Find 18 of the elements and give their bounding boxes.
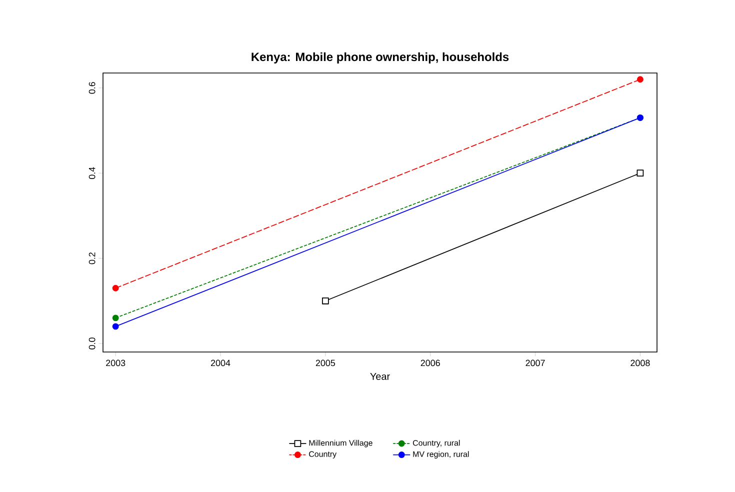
y-tick-label: 0.4 [88,167,96,179]
x-tick-label: 2008 [630,360,650,366]
point [322,297,329,304]
x-tick-label: 2006 [420,360,440,366]
y-tick-label: 0.0 [88,338,96,350]
point [112,323,119,330]
x-tick-label: 2005 [316,360,336,366]
x-axis-title: Year [370,372,390,380]
y-tick-label: 0.6 [88,82,96,94]
point [112,314,119,322]
point [112,284,119,292]
x-tick-label: 2007 [526,360,545,366]
y-tick-label: 0.2 [88,252,96,264]
chart-title: Kenya: Mobile phone ownership, households [252,52,509,64]
point [636,170,644,177]
point [636,76,644,83]
x-tick-label: 2004 [210,360,230,366]
x-tick-label: 2003 [106,360,126,366]
